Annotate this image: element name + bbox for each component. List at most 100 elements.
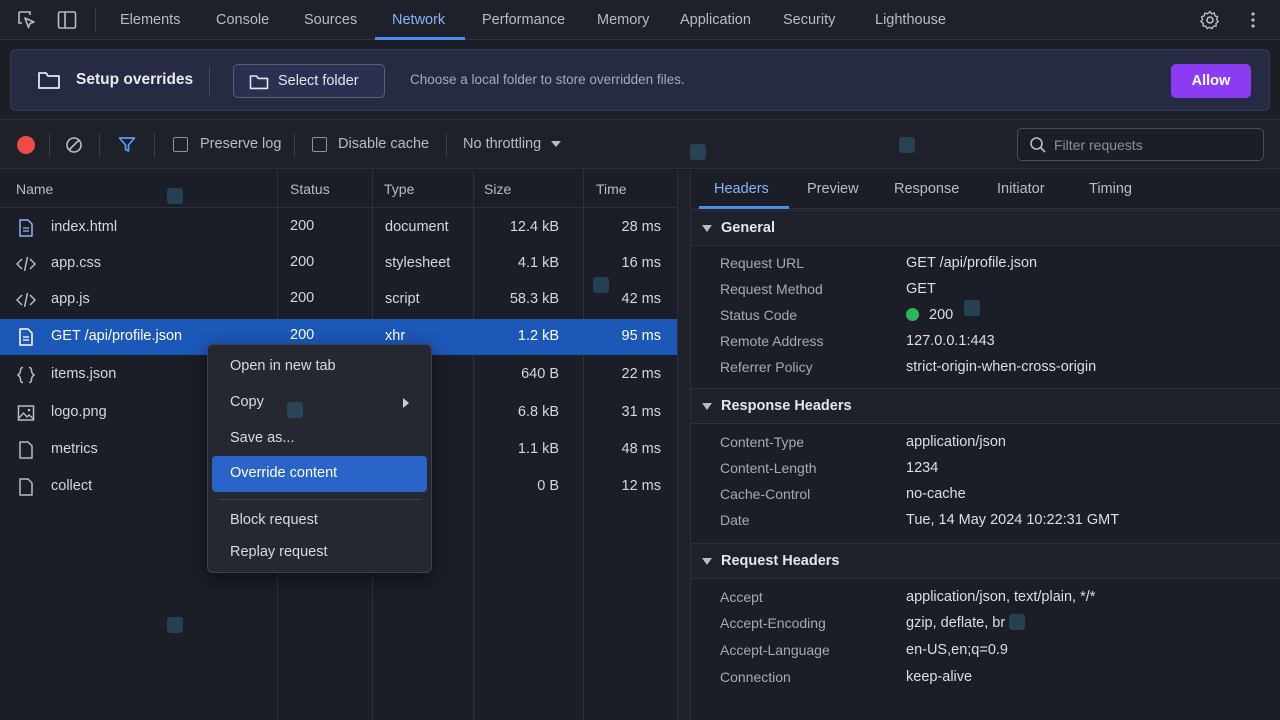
tab-preview[interactable]: Preview [807,181,859,197]
tab-sources[interactable]: Sources [304,12,358,28]
request-time: 95 ms [621,328,662,344]
setup-overrides-banner: Setup overrides Select folder Choose a l… [10,49,1270,111]
menu-item-block-request[interactable]: Block request [230,512,318,528]
clear-icon[interactable] [64,135,84,155]
overlay-badge-icon [167,617,183,633]
header-key: Request Method [720,281,823,297]
column-divider [473,170,474,720]
header-value: GET [906,281,936,297]
disable-cache-checkbox[interactable] [312,137,327,152]
inspect-element-icon[interactable] [16,9,38,31]
column-header-type[interactable]: Type [384,181,415,197]
request-size: 0 B [537,478,559,494]
table-header: Name Status Type Size Time [0,170,677,208]
request-size: 1.1 kB [517,441,559,457]
menu-item-copy[interactable]: Copy [230,394,264,410]
column-header-time[interactable]: Time [596,181,627,197]
tab-lighthouse[interactable]: Lighthouse [875,12,946,28]
blank-file-icon [16,440,36,460]
header-value: GET /api/profile.json [906,255,1038,271]
document-file-icon [16,327,36,347]
table-row[interactable]: metrics 1.1 kB 48 ms [0,432,677,468]
request-name: index.html [51,219,118,235]
filter-requests-box[interactable] [1017,128,1264,161]
section-general-header[interactable]: General [691,210,1280,246]
header-key: Accept-Language [720,642,830,658]
record-button[interactable] [17,136,35,154]
menu-item-replay-request[interactable]: Replay request [230,544,328,560]
devtools-tab-bar: Elements Console Sources Network Perform… [0,0,1280,40]
table-row[interactable]: index.html 200 document 12.4 kB 28 ms [0,210,677,246]
section-response-headers-header[interactable]: Response Headers [691,388,1280,424]
section-title: Request Headers [721,553,840,569]
more-vertical-icon[interactable] [1242,9,1264,31]
search-icon [1029,136,1047,154]
request-size: 4.1 kB [517,255,559,271]
banner-divider [209,67,210,95]
preserve-log-checkbox[interactable] [173,137,188,152]
table-row[interactable]: logo.png 6.8 kB 31 ms [0,395,677,431]
header-value: 127.0.0.1:443 [906,333,995,349]
request-name: app.css [51,255,101,271]
header-value: Tue, 14 May 2024 10:22:31 GMT [906,512,1120,528]
details-tabs: Headers Preview Response Initiator Timin… [691,170,1280,209]
allow-button[interactable]: Allow [1171,64,1251,98]
table-row[interactable]: app.css 200 stylesheet 4.1 kB 16 ms [0,246,677,282]
request-type: document [385,219,449,235]
section-request-headers-header[interactable]: Request Headers [691,543,1280,579]
table-row[interactable]: app.js 200 script 58.3 kB 42 ms [0,282,677,318]
tab-timing[interactable]: Timing [1089,181,1132,197]
request-time: 48 ms [621,441,662,457]
header-key: Content-Length [720,460,817,476]
throttling-select[interactable]: No throttling [463,136,542,152]
header-value: strict-origin-when-cross-origin [906,359,1097,375]
code-file-icon [15,254,37,274]
column-header-size[interactable]: Size [484,181,512,197]
tab-performance[interactable]: Performance [482,12,566,28]
tab-memory[interactable]: Memory [597,12,650,28]
request-type: xhr [385,328,406,344]
tab-response[interactable]: Response [894,181,960,197]
json-braces-icon [16,365,36,385]
network-toolbar: Preserve log Disable cache No throttling [0,119,1280,169]
header-key: Status Code [720,307,798,323]
tab-network[interactable]: Network [392,12,446,28]
menu-item-save-as[interactable]: Save as... [230,430,295,446]
image-file-icon [16,403,36,423]
tab-headers[interactable]: Headers [714,181,769,197]
column-header-status[interactable]: Status [290,181,330,197]
tab-security[interactable]: Security [783,12,836,28]
request-time: 31 ms [621,404,662,420]
caret-down-icon[interactable] [551,141,561,147]
request-status: 200 [290,254,315,270]
table-row[interactable]: collect 0 B 12 ms [0,469,677,505]
banner-title: Setup overrides [76,71,194,88]
status-ok-dot [906,308,919,321]
menu-item-override-content[interactable]: Override content [212,456,427,492]
table-row[interactable]: items.json 640 B 22 ms [0,357,677,393]
request-time: 22 ms [621,366,662,382]
overlay-badge-icon [287,402,303,418]
tab-console[interactable]: Console [216,12,270,28]
request-size: 58.3 kB [509,291,559,307]
preserve-log-label: Preserve log [200,136,282,152]
override-banner-area: Setup overrides Select folder Choose a l… [0,41,1280,119]
toolbar-divider [99,133,100,157]
menu-item-open-in-new-tab[interactable]: Open in new tab [230,358,336,374]
tab-elements[interactable]: Elements [120,12,181,28]
request-time: 12 ms [621,478,662,494]
column-header-name[interactable]: Name [16,181,54,197]
device-toolbar-icon[interactable] [56,9,78,31]
filter-requests-input[interactable] [1054,135,1254,155]
header-key: Content-Type [720,434,805,450]
request-name: items.json [51,366,117,382]
pane-resize-handle[interactable] [677,170,691,720]
header-key: Remote Address [720,333,824,349]
select-folder-button[interactable]: Select folder [233,64,385,98]
tab-application[interactable]: Application [680,12,751,28]
filter-funnel-icon[interactable] [117,135,137,155]
tab-initiator[interactable]: Initiator [997,181,1045,197]
overlay-badge-icon [899,137,915,153]
settings-gear-icon[interactable] [1199,9,1221,31]
overlay-badge-icon [690,144,706,160]
